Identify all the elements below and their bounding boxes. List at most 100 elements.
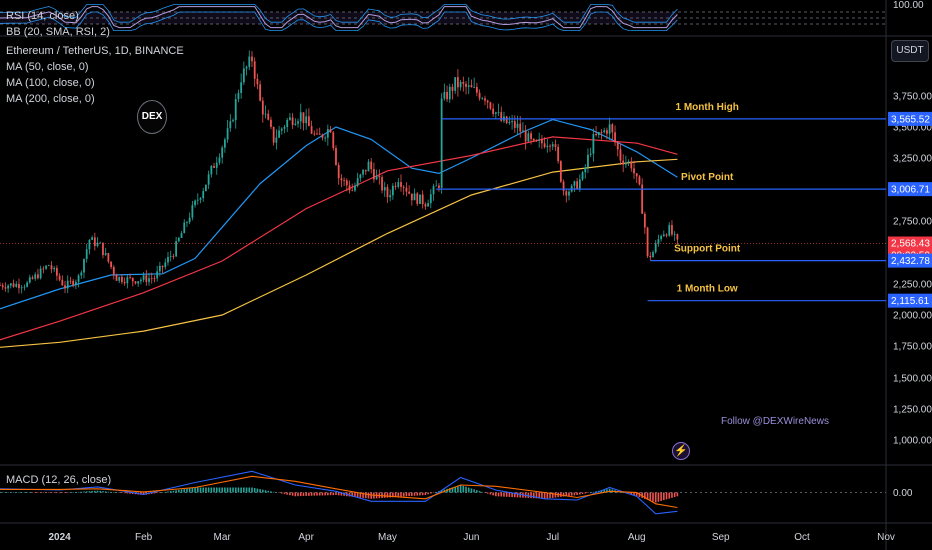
candle xyxy=(343,177,346,187)
candle-body xyxy=(310,126,313,134)
macd-bar xyxy=(297,492,299,497)
candle xyxy=(397,178,400,189)
candle-body xyxy=(633,168,635,174)
candle xyxy=(20,284,23,294)
candle-body xyxy=(12,283,15,287)
candle-body xyxy=(432,186,435,195)
currency-unit-button[interactable]: USDT xyxy=(891,40,929,62)
candle-body xyxy=(99,242,102,244)
macd-bar xyxy=(316,492,318,496)
macd-bar xyxy=(356,492,359,498)
rsi-bb-title: BB (20, SMA, RSI, 2) xyxy=(6,26,110,38)
macd-bar xyxy=(224,487,226,493)
macd-bar xyxy=(278,492,280,493)
candle xyxy=(251,50,253,67)
candle-body xyxy=(592,133,595,154)
candle-body xyxy=(500,112,503,121)
candle xyxy=(148,272,150,286)
candle xyxy=(576,178,579,190)
candle-body xyxy=(196,199,199,201)
candle-body xyxy=(573,181,576,186)
candle xyxy=(462,76,465,92)
candle xyxy=(391,183,394,200)
candle xyxy=(272,126,275,146)
candle xyxy=(142,272,145,283)
macd-bar xyxy=(126,492,129,494)
candle xyxy=(465,80,467,95)
candle-body xyxy=(508,122,511,124)
candle xyxy=(386,184,389,203)
candle-body xyxy=(234,99,237,121)
candle-body xyxy=(489,102,492,109)
candle xyxy=(359,173,362,182)
candle-body xyxy=(551,144,554,147)
candle-body xyxy=(1,285,4,288)
rsi-band xyxy=(0,12,678,24)
candle-body xyxy=(367,161,370,172)
time-tick-label: Sep xyxy=(712,532,730,543)
candle-body xyxy=(429,194,432,204)
candle xyxy=(186,220,188,228)
macd-bar xyxy=(53,492,55,494)
macd-bar xyxy=(514,492,516,498)
macd-bar xyxy=(243,487,245,493)
candle-body xyxy=(465,83,467,87)
candle xyxy=(448,83,451,103)
candle xyxy=(592,128,595,162)
candle xyxy=(0,282,1,287)
macd-bar xyxy=(646,492,649,500)
macd-bar xyxy=(492,492,494,496)
symbol-title: Ethereum / TetherUS, 1D, BINANCE xyxy=(6,45,184,57)
candle xyxy=(419,194,421,205)
price-tick-label: 1,250.00 xyxy=(893,405,932,416)
macd-bar xyxy=(29,492,31,493)
candle xyxy=(400,174,402,192)
candle-body xyxy=(606,130,608,134)
candle-body xyxy=(177,237,180,242)
macd-bar xyxy=(4,491,7,493)
macd-bar xyxy=(652,492,654,502)
macd-bar xyxy=(215,487,218,493)
macd-bar xyxy=(18,492,20,493)
candle-body xyxy=(611,124,614,133)
macd-bar xyxy=(362,492,364,498)
candle xyxy=(643,211,646,234)
macd-bar xyxy=(169,491,172,493)
macd-bar xyxy=(150,492,153,494)
macd-bar xyxy=(80,491,83,493)
candle xyxy=(370,157,373,174)
candle-body xyxy=(110,261,112,268)
macd-bar xyxy=(156,492,158,494)
candle xyxy=(229,114,232,132)
candle-body xyxy=(248,56,251,67)
macd-bar xyxy=(270,491,272,493)
candle xyxy=(405,182,408,197)
macd-bar xyxy=(451,487,454,493)
candle xyxy=(402,185,405,195)
candle xyxy=(115,273,118,281)
macd-title: MACD (12, 26, close) xyxy=(6,474,112,486)
macd-bar xyxy=(676,492,679,497)
macd-bar xyxy=(12,492,15,493)
candle-body xyxy=(326,129,329,138)
macd-bar xyxy=(218,487,221,493)
candle-body xyxy=(665,234,668,236)
candle xyxy=(459,79,462,91)
candle xyxy=(486,99,489,109)
candle-body xyxy=(562,181,565,192)
candle-body xyxy=(264,113,267,115)
macd-bar xyxy=(663,492,665,501)
macd-bar xyxy=(318,492,321,496)
macd-bar xyxy=(237,487,240,493)
macd-bar xyxy=(476,490,478,493)
macd-bar xyxy=(275,492,278,493)
macd-bar xyxy=(286,492,289,495)
candle-body xyxy=(440,98,443,188)
candle xyxy=(668,222,671,237)
macd-bar xyxy=(256,488,259,493)
candle xyxy=(259,80,262,102)
candle-body xyxy=(23,286,26,288)
lightning-icon[interactable]: ⚡ xyxy=(672,442,690,460)
candle xyxy=(427,199,429,207)
